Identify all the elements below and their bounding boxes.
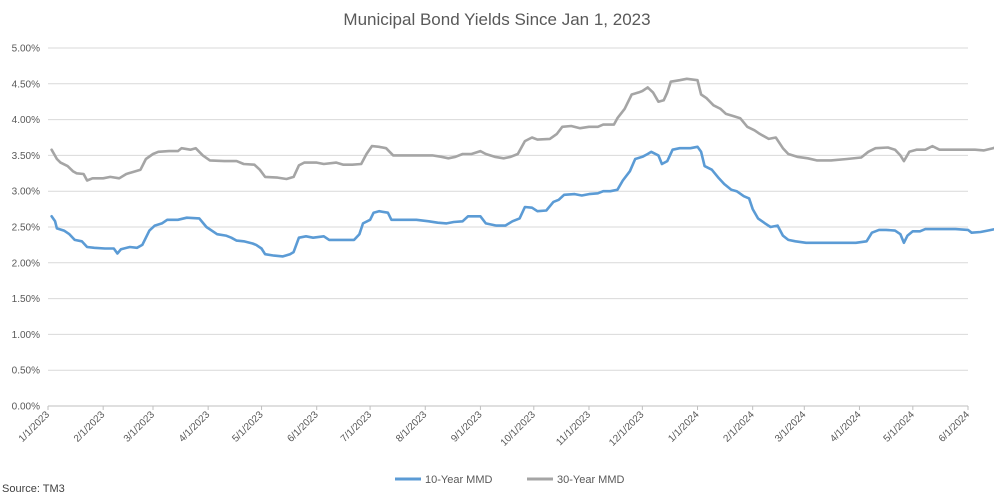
x-tick-label: 1/1/2023 bbox=[17, 409, 53, 445]
x-tick-label: 6/1/2023 bbox=[286, 409, 322, 445]
y-tick-label: 2.50% bbox=[12, 223, 40, 234]
x-tick-label: 4/1/2024 bbox=[828, 409, 864, 445]
legend-label: 30-Year MMD bbox=[557, 474, 625, 486]
x-tick-label: 3/1/2023 bbox=[122, 409, 158, 445]
gridlines bbox=[48, 47, 968, 407]
y-tick-label: 1.50% bbox=[12, 294, 40, 305]
x-tick-label: 3/1/2024 bbox=[773, 409, 809, 445]
y-tick-label: 0.50% bbox=[12, 366, 40, 377]
series-lines bbox=[50, 77, 994, 258]
x-tick-label: 7/1/2023 bbox=[339, 409, 375, 445]
x-tick-label: 11/1/2023 bbox=[554, 409, 593, 448]
y-tick-label: 2.00% bbox=[12, 258, 40, 269]
x-tick-label: 2/1/2023 bbox=[72, 409, 108, 445]
y-tick-label: 0.00% bbox=[12, 402, 40, 413]
y-tick-label: 1.00% bbox=[12, 330, 40, 341]
y-tick-label: 4.00% bbox=[12, 115, 40, 126]
y-tick-label: 4.50% bbox=[12, 79, 40, 90]
x-tick-label: 1/1/2024 bbox=[666, 409, 702, 445]
x-tick-label: 8/1/2023 bbox=[394, 409, 430, 445]
x-tick-label: 9/1/2023 bbox=[449, 409, 485, 445]
x-tick-label: 4/1/2023 bbox=[177, 409, 213, 445]
x-tick-label: 6/1/2024 bbox=[937, 409, 973, 445]
y-tick-label: 3.50% bbox=[12, 151, 40, 162]
y-tick-label: 5.00% bbox=[12, 44, 40, 55]
x-tick-label: 5/1/2023 bbox=[230, 409, 266, 445]
x-axis-ticks: 1/1/2023 2/1/2023 3/1/2023 4/1/2023 5/1/2023… bbox=[17, 406, 973, 449]
chart-title: Municipal Bond Yields Since Jan 1, 2023 bbox=[343, 10, 651, 29]
series-line-1 bbox=[50, 77, 994, 182]
series-line-0 bbox=[50, 145, 994, 258]
y-tick-label: 3.00% bbox=[12, 187, 40, 198]
x-tick-label: 2/1/2024 bbox=[721, 409, 757, 445]
y-axis-ticks: 0.00% 0.50% 1.00% 1.50% 2.00% 2.50% 3.00% 3.50%… bbox=[12, 44, 40, 413]
x-tick-label: 12/1/2023 bbox=[607, 409, 647, 449]
x-tick-label: 5/1/2024 bbox=[882, 409, 918, 445]
x-tick-label: 10/1/2023 bbox=[499, 409, 539, 449]
legend-label: 10-Year MMD bbox=[425, 474, 493, 486]
legend: 10-Year MMD 30-Year MMD bbox=[395, 474, 625, 486]
source-note: Source: TM3 bbox=[2, 483, 65, 495]
